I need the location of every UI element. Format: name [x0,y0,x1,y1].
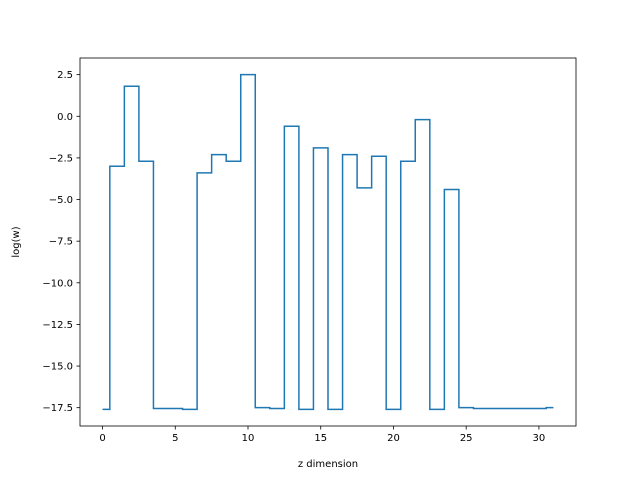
y-tick-label: −12.5 [42,320,73,331]
y-tick-label: −5.0 [49,195,73,206]
x-tick-label: 15 [314,433,327,444]
y-tick-label: −15.0 [42,362,73,373]
axes-frame [79,57,577,427]
x-axis-label: z dimension [298,459,358,470]
x-tick-label: 30 [533,433,546,444]
x-tick-label: 25 [460,433,473,444]
x-tick-label: 5 [172,433,178,444]
y-tick-label: −17.5 [42,403,73,414]
plot-area [102,73,554,411]
y-tick-label: −7.5 [49,237,73,248]
y-tick-label: 2.5 [57,70,73,81]
y-tick-label: −10.0 [42,278,73,289]
x-tick-label: 0 [99,433,105,444]
y-axis-label: log(w) [11,226,22,257]
x-axis-ticks: 0 5 10 15 20 25 30 [99,426,545,444]
y-tick-label: 0.0 [57,112,73,123]
y-axis-ticks: 2.5 0.0 −2.5 −5.0 −7.5 −10.0 −12.5 −15.0 −17.5 [42,70,80,414]
series-line-0 [102,73,554,411]
x-tick-label: 10 [242,433,255,444]
x-tick-label: 20 [387,433,400,444]
y-tick-label: −2.5 [49,153,73,164]
